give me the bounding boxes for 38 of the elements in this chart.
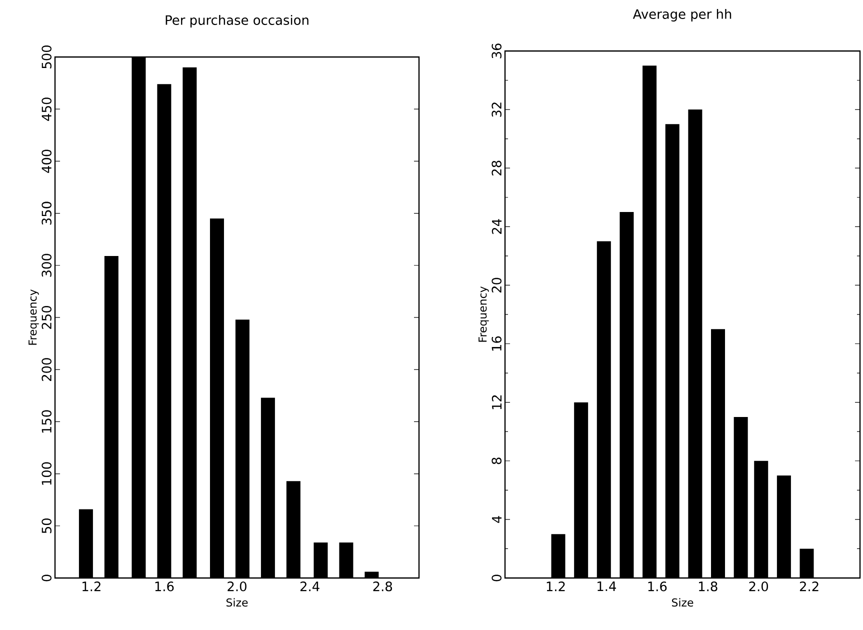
y-tick-label: 16: [492, 336, 502, 351]
x-tick-label: 2.2: [800, 582, 818, 592]
y-tick-label: 12: [492, 395, 502, 410]
x-tick-label: 1.6: [648, 582, 667, 592]
x-tick-label: 1.6: [155, 582, 174, 592]
y-tick-label: 4: [492, 516, 502, 523]
y-tick-label: 8: [492, 458, 502, 464]
x-tick-label: 2.0: [228, 582, 246, 592]
y-tick-label: 0: [492, 574, 502, 582]
y-tick-label: 400: [42, 150, 52, 173]
x-tick-label: 1.4: [598, 582, 616, 591]
y-tick-label: 0: [42, 574, 52, 582]
x-tick-label: 1.2: [82, 582, 100, 592]
x-tick-label: 1.2: [546, 582, 565, 592]
y-tick-label: 150: [42, 410, 52, 433]
y-tick-label: 300: [42, 254, 52, 277]
y-tick-label: 24: [492, 219, 502, 234]
y-tick-label: 50: [42, 518, 52, 534]
y-tick-label: 36: [492, 44, 502, 58]
x-axis-title: Size: [226, 598, 248, 607]
y-tick-label: 20: [492, 278, 502, 292]
x-tick-label: 1.8: [698, 582, 718, 592]
x-tick-label: 2.8: [373, 582, 392, 592]
y-tick-label: 32: [492, 102, 502, 117]
x-axis-title: Size: [672, 598, 694, 607]
y-tick-label: 350: [42, 202, 52, 225]
y-tick-label: 450: [42, 98, 52, 121]
y-tick-label: 28: [492, 160, 502, 176]
y-tick-label: 200: [42, 358, 52, 381]
x-tick-label: 2.4: [300, 582, 320, 592]
y-axis-title: Frequency: [478, 286, 489, 342]
x-tick-label: 2.0: [749, 582, 768, 592]
y-tick-label: 250: [42, 306, 52, 329]
y-axis-title: Frequency: [28, 290, 39, 345]
chart-title: Average per hh: [632, 8, 732, 22]
y-tick-label: 500: [42, 45, 52, 68]
y-tick-label: 100: [42, 462, 52, 485]
chart-title: Per purchase occasion: [166, 14, 308, 28]
